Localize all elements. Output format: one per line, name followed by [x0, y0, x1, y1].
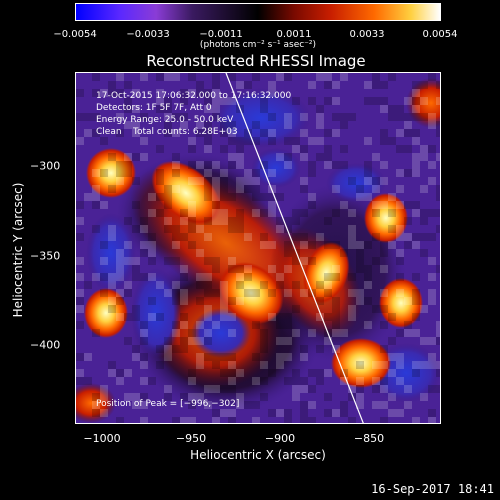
x-tick-label: −900: [264, 432, 296, 445]
colorbar-tick: −0.0011: [199, 29, 243, 40]
x-axis-label: Heliocentric X (arcsec): [190, 448, 326, 462]
rhessi-image-panel: 17-Oct-2015 17:06:32.000 to 17:16:32.000…: [75, 72, 441, 424]
x-tick-label: −1000: [83, 432, 121, 445]
colorbar-tick: −0.0033: [126, 29, 170, 40]
colorbar-tick: 0.0033: [349, 29, 385, 40]
y-tick-label: −400: [30, 338, 61, 352]
colorbar-tick: −0.0054: [53, 29, 97, 40]
colorbar-tick: 0.0011: [276, 29, 312, 40]
colorbar: [75, 3, 441, 21]
y-tick-label: −300: [30, 159, 61, 173]
colorbar-tick: 0.0054: [422, 29, 458, 40]
info-energy-range: Energy Range: 25.0 - 50.0 keV: [96, 115, 234, 125]
x-tick-label: −850: [353, 432, 385, 445]
info-clean-counts: Clean Total counts: 6.28E+03: [96, 127, 238, 137]
info-time-range: 17-Oct-2015 17:06:32.000 to 17:16:32.000: [96, 91, 292, 101]
solar-limb-line: [225, 73, 364, 423]
info-peak-position: Position of Peak = [−996,−302]: [96, 399, 240, 409]
info-detectors: Detectors: 1F 5F 7F, Att 0: [96, 103, 212, 113]
y-axis-label: Heliocentric Y (arcsec): [11, 182, 25, 318]
image-title: Reconstructed RHESSI Image: [146, 52, 366, 70]
plot-timestamp: 16-Sep-2017 18:41: [371, 482, 494, 496]
rhessi-image: [76, 73, 440, 423]
colorbar-unit-label: (photons cm⁻² s⁻¹ asec⁻²): [199, 40, 317, 50]
y-tick-label: −350: [30, 249, 61, 263]
x-tick-label: −950: [175, 432, 207, 445]
